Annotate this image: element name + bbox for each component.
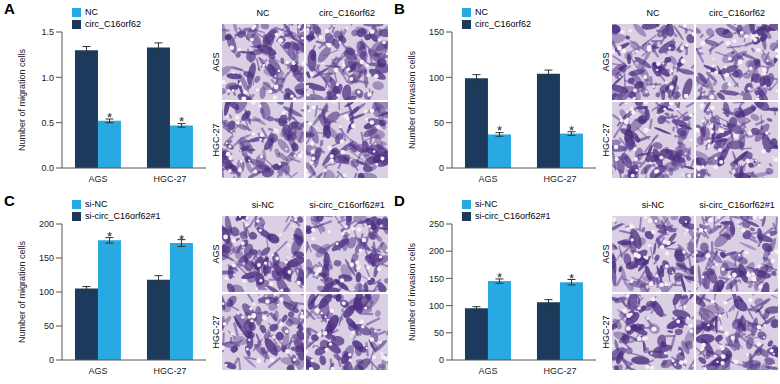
- svg-text:Number of migration cells: Number of migration cells: [17, 48, 27, 151]
- svg-text:50: 50: [44, 321, 54, 331]
- html-text:HGC-27: HGC-27: [601, 123, 611, 157]
- html-text:si-circ_C16orf62#1: si-circ_C16orf62#1: [309, 200, 385, 210]
- svg-text:150: 150: [429, 274, 444, 284]
- svg-text:200: 200: [39, 219, 54, 229]
- html-text:circ_C16orf62: circ_C16orf62: [319, 8, 375, 18]
- svg-text:100: 100: [39, 287, 54, 297]
- svg-text:*: *: [497, 270, 502, 285]
- svg-text:100: 100: [429, 301, 444, 311]
- svg-text:150: 150: [39, 253, 54, 263]
- html-text:B: B: [394, 0, 405, 17]
- html-text:NC: NC: [85, 7, 98, 17]
- svg-text:0: 0: [49, 355, 54, 365]
- svg-text:0.0: 0.0: [41, 163, 54, 173]
- svg-text:AGS: AGS: [478, 174, 497, 184]
- html-text:AGS: AGS: [601, 244, 611, 264]
- svg-text:HGC-27: HGC-27: [543, 174, 576, 184]
- html-text:D: D: [394, 192, 405, 209]
- svg-text:*: *: [179, 114, 184, 129]
- html-text:HGC-27: HGC-27: [211, 315, 221, 349]
- svg-text:Number of invasion cells: Number of invasion cells: [407, 242, 417, 341]
- svg-text:Number of invasion cells: Number of invasion cells: [407, 50, 417, 149]
- html-text:circ_C16orf62: circ_C16orf62: [709, 8, 765, 18]
- html-text:NC: NC: [646, 8, 660, 18]
- html-text:si-circ_C16orf62#1: si-circ_C16orf62#1: [699, 200, 775, 210]
- svg-text:50: 50: [434, 118, 444, 128]
- svg-text:*: *: [497, 123, 502, 138]
- html-text:A: A: [4, 0, 15, 17]
- svg-text:HGC-27: HGC-27: [543, 366, 576, 376]
- svg-text:0: 0: [439, 355, 444, 365]
- html-text:si-NC: si-NC: [251, 200, 275, 210]
- svg-text:250: 250: [429, 219, 444, 229]
- html-text:HGC-27: HGC-27: [211, 123, 221, 157]
- html-text:circ_C16orf62: circ_C16orf62: [85, 19, 141, 29]
- html-text:si-circ_C16orf62#1: si-circ_C16orf62#1: [85, 211, 161, 221]
- svg-text:150: 150: [429, 27, 444, 37]
- html-text:NC: NC: [256, 8, 270, 18]
- svg-text:1.0: 1.0: [41, 73, 54, 83]
- svg-text:HGC-27: HGC-27: [153, 174, 186, 184]
- html-text:AGS: AGS: [211, 52, 221, 72]
- svg-text:*: *: [107, 110, 112, 125]
- html-text:HGC-27: HGC-27: [601, 315, 611, 349]
- svg-text:*: *: [179, 232, 184, 247]
- html-text:si-NC: si-NC: [475, 199, 498, 209]
- html-text:si-circ_C16orf62#1: si-circ_C16orf62#1: [475, 211, 551, 221]
- svg-text:50: 50: [434, 328, 444, 338]
- html-text:AGS: AGS: [211, 244, 221, 264]
- svg-text:200: 200: [429, 246, 444, 256]
- svg-text:AGS: AGS: [88, 174, 107, 184]
- svg-text:HGC-27: HGC-27: [153, 366, 186, 376]
- html-text:NC: NC: [475, 7, 488, 17]
- svg-text:AGS: AGS: [478, 366, 497, 376]
- svg-text:0: 0: [439, 163, 444, 173]
- svg-text:*: *: [569, 271, 574, 286]
- svg-text:*: *: [569, 123, 574, 138]
- svg-text:*: *: [107, 229, 112, 244]
- html-text:si-NC: si-NC: [85, 199, 108, 209]
- svg-text:0.5: 0.5: [41, 118, 54, 128]
- html-text:C: C: [4, 192, 15, 209]
- html-text:AGS: AGS: [601, 52, 611, 72]
- html-text:si-NC: si-NC: [641, 200, 665, 210]
- svg-text:Number of migration cells: Number of migration cells: [17, 240, 27, 343]
- html-text:circ_C16orf62: circ_C16orf62: [475, 19, 531, 29]
- svg-text:1.5: 1.5: [41, 27, 54, 37]
- svg-text:100: 100: [429, 73, 444, 83]
- svg-text:AGS: AGS: [88, 366, 107, 376]
